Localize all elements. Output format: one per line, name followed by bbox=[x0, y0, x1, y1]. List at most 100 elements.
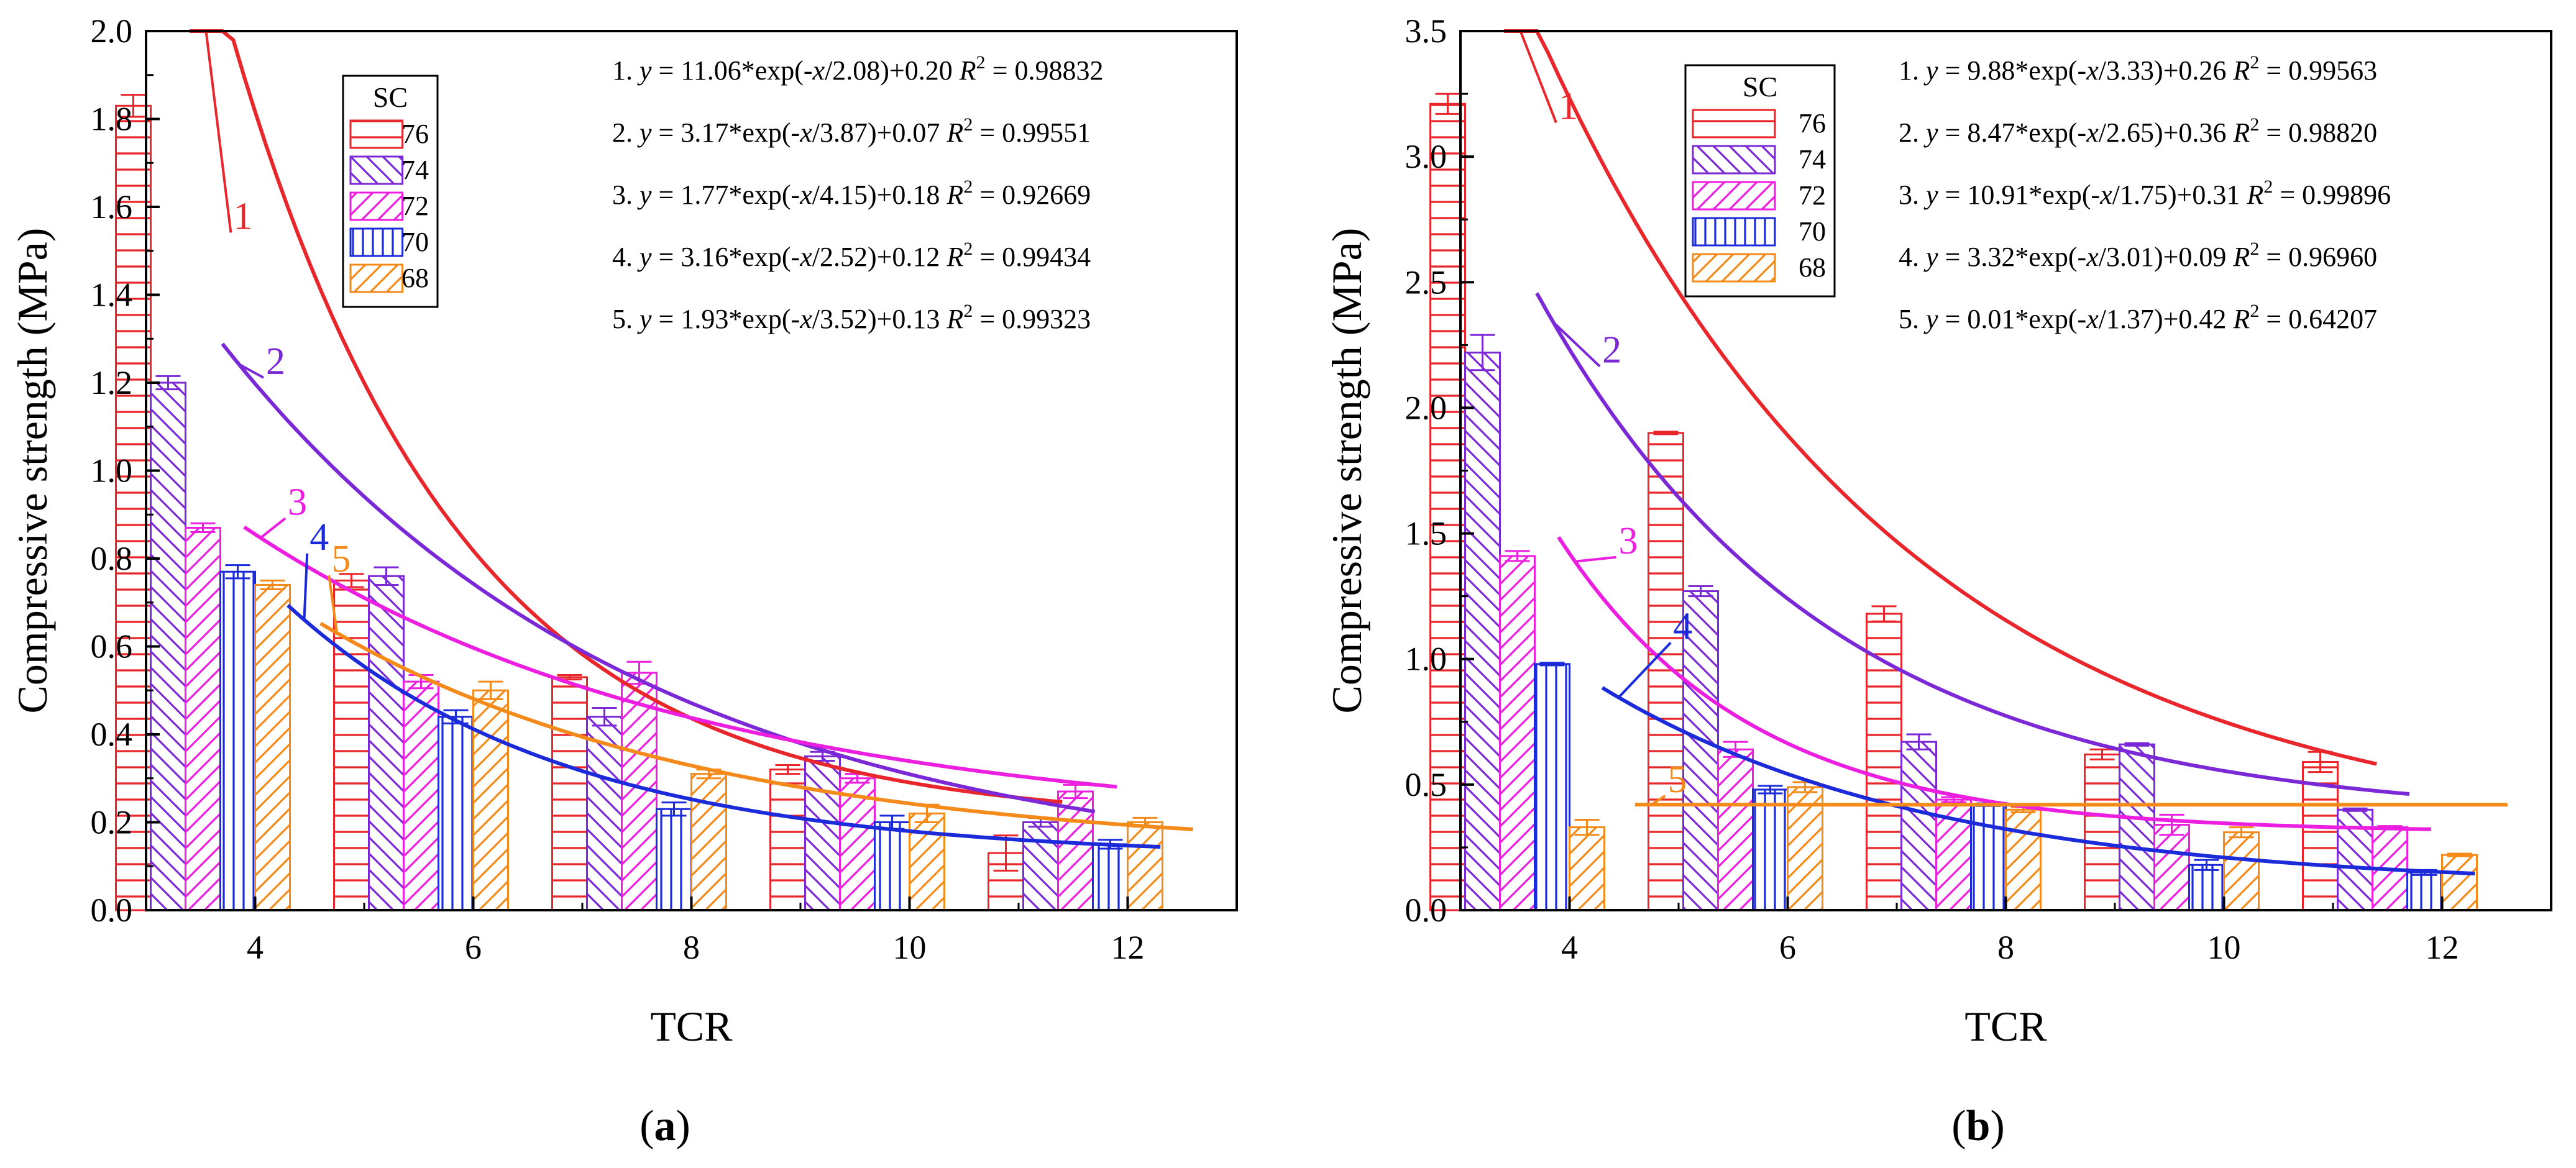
bar-74-tcr4 bbox=[1464, 351, 1501, 911]
legend: SC 76 74 72 70 68 bbox=[1684, 64, 1836, 298]
fit-equations: 1. y = 9.88*exp(-x/3.33)+0.26 R2 = 0.995… bbox=[1899, 52, 2391, 334]
error-bar-76-tcr10 bbox=[775, 764, 800, 775]
error-bar-70-tcr8 bbox=[661, 801, 687, 817]
error-bar-74-tcr8 bbox=[592, 707, 617, 727]
bar-76-tcr10 bbox=[769, 769, 806, 911]
legend-label-68: 68 bbox=[1799, 252, 1826, 283]
bar-72-tcr10 bbox=[839, 777, 876, 911]
bar-76-tcr6 bbox=[333, 579, 370, 911]
bar-68-tcr10 bbox=[909, 812, 945, 911]
x-tick-label: 4 bbox=[1561, 929, 1578, 966]
x-tick-label: 8 bbox=[683, 929, 700, 966]
bar-70-tcr12 bbox=[1092, 843, 1129, 911]
error-bar-70-tcr4 bbox=[1539, 662, 1565, 667]
bar-72-tcr10 bbox=[2153, 824, 2190, 911]
bar-68-tcr8 bbox=[690, 773, 727, 911]
legend-title: SC bbox=[1743, 71, 1777, 103]
x-tick-label: 12 bbox=[2426, 929, 2459, 966]
error-bar-76-tcr4 bbox=[1435, 93, 1460, 115]
legend-swatch-74 bbox=[349, 155, 404, 185]
error-bar-74-tcr4 bbox=[1470, 334, 1495, 372]
y-tick-label: 0.0 bbox=[91, 892, 133, 929]
legend-label-74: 74 bbox=[1799, 144, 1826, 175]
y-axis-title: Compressive strength (MPa) bbox=[9, 228, 56, 714]
error-bar-74-tcr6 bbox=[1688, 585, 1713, 598]
fit-equation-3: 3. y = 1.77*exp(-x/4.15)+0.18 R2 = 0.926… bbox=[612, 176, 1091, 210]
error-bar-74-tcr6 bbox=[374, 566, 399, 586]
bar-74-tcr10 bbox=[2119, 743, 2155, 911]
fit-leader-4 bbox=[303, 553, 309, 620]
bar-76-tcr8 bbox=[551, 676, 588, 911]
fit-curve-2 bbox=[1535, 292, 2410, 796]
error-bar-72-tcr4 bbox=[1505, 550, 1530, 562]
fit-label-1: 1 bbox=[233, 195, 252, 237]
x-axis-title: TCR bbox=[650, 1003, 733, 1050]
error-bar-76-tcr12 bbox=[993, 834, 1019, 872]
bar-74-tcr10 bbox=[804, 755, 841, 911]
legend-label-70: 70 bbox=[401, 227, 429, 257]
fit-curve-5 bbox=[319, 621, 1193, 831]
legend: SC 76 74 72 70 68 bbox=[342, 75, 439, 308]
legend-swatch-68 bbox=[1692, 253, 1776, 283]
fit-equation-2: 2. y = 3.17*exp(-x/3.87)+0.07 R2 = 0.995… bbox=[612, 114, 1091, 148]
bar-70-tcr6 bbox=[438, 716, 474, 911]
fit-equation-1: 1. y = 9.88*exp(-x/3.33)+0.26 R2 = 0.995… bbox=[1899, 52, 2377, 86]
bar-74-tcr12 bbox=[2337, 808, 2373, 911]
y-tick-label: 0.8 bbox=[91, 540, 133, 577]
plot-frame bbox=[1459, 30, 2552, 911]
x-tick-label: 6 bbox=[465, 929, 482, 966]
y-tick-label: 1.4 bbox=[91, 276, 133, 314]
y-tick-label: 1.2 bbox=[91, 364, 133, 401]
y-tick-label: 0.2 bbox=[91, 804, 133, 841]
x-tick-label: 12 bbox=[1111, 929, 1145, 966]
bar-76-tcr6 bbox=[1648, 432, 1684, 911]
error-bar-74-tcr4 bbox=[155, 375, 181, 391]
error-bar-72-tcr4 bbox=[190, 522, 216, 534]
x-tick-label: 8 bbox=[1997, 929, 2014, 966]
fit-curve-4 bbox=[1601, 686, 2475, 876]
fit-equation-3: 3. y = 10.91*exp(-x/1.75)+0.31 R2 = 0.99… bbox=[1899, 176, 2391, 210]
legend-label-70: 70 bbox=[1799, 216, 1826, 247]
axes: 0.00.20.40.60.81.01.21.41.61.82.04 6 8 10 12… bbox=[9, 12, 1238, 1050]
legend-title: SC bbox=[373, 81, 408, 113]
x-tick-label: 10 bbox=[2207, 929, 2241, 966]
fit-curve-4 bbox=[286, 604, 1161, 849]
fit-leader-2 bbox=[238, 363, 265, 379]
legend-label-74: 74 bbox=[401, 155, 429, 185]
y-tick-label: 0.4 bbox=[91, 716, 133, 753]
error-bar-68-tcr10 bbox=[2229, 826, 2254, 839]
bar-74-tcr12 bbox=[1022, 821, 1059, 911]
bar-70-tcr8 bbox=[656, 808, 692, 911]
y-tick-label: 1.6 bbox=[91, 188, 133, 226]
error-bar-68-tcr4 bbox=[1574, 818, 1600, 836]
error-bar-70-tcr6 bbox=[1758, 785, 1783, 795]
bar-70-tcr10 bbox=[2188, 864, 2225, 911]
fit-label-4: 4 bbox=[309, 516, 329, 559]
y-tick-label: 2.0 bbox=[1405, 389, 1447, 426]
bar-72-tcr6 bbox=[1717, 748, 1754, 911]
legend-swatch-76 bbox=[1692, 109, 1776, 139]
y-tick-label: 2.5 bbox=[1405, 263, 1447, 301]
y-tick-label: 3.5 bbox=[1405, 12, 1447, 50]
legend-swatch-70 bbox=[349, 227, 404, 257]
legend-swatch-76 bbox=[349, 119, 404, 149]
bar-70-tcr4 bbox=[219, 570, 256, 911]
legend-swatch-72 bbox=[1692, 181, 1776, 211]
fit-label-1: 1 bbox=[1559, 86, 1578, 128]
bar-74-tcr8 bbox=[586, 716, 623, 911]
bar-74-tcr8 bbox=[1900, 741, 1937, 911]
error-bar-70-tcr10 bbox=[2194, 859, 2219, 871]
error-bar-74-tcr8 bbox=[1906, 733, 1932, 751]
bar-74-tcr6 bbox=[1682, 590, 1719, 911]
fit-leader-4 bbox=[1618, 641, 1672, 698]
fit-label-2: 2 bbox=[1602, 329, 1621, 372]
fit-leader-5 bbox=[328, 575, 339, 634]
y-axis-title: Compressive strength (MPa) bbox=[1323, 228, 1370, 714]
fit-equation-4: 4. y = 3.16*exp(-x/2.52)+0.12 R2 = 0.994… bbox=[612, 239, 1091, 272]
y-tick-label: 1.8 bbox=[91, 101, 133, 138]
bar-76-tcr10 bbox=[2084, 753, 2120, 911]
